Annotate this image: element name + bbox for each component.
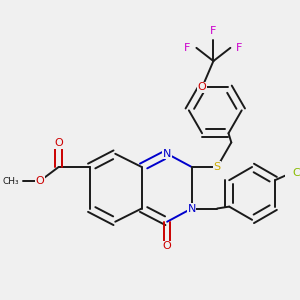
Text: O: O — [198, 82, 206, 92]
Text: N: N — [188, 203, 196, 214]
Text: O: O — [54, 138, 63, 148]
Text: F: F — [184, 43, 191, 53]
Text: CH₃: CH₃ — [2, 177, 19, 186]
Text: N: N — [163, 149, 171, 159]
Text: F: F — [210, 26, 217, 36]
Text: S: S — [214, 162, 221, 172]
Text: O: O — [163, 241, 172, 251]
Text: O: O — [35, 176, 44, 186]
Text: F: F — [236, 43, 242, 53]
Text: Cl: Cl — [292, 168, 300, 178]
